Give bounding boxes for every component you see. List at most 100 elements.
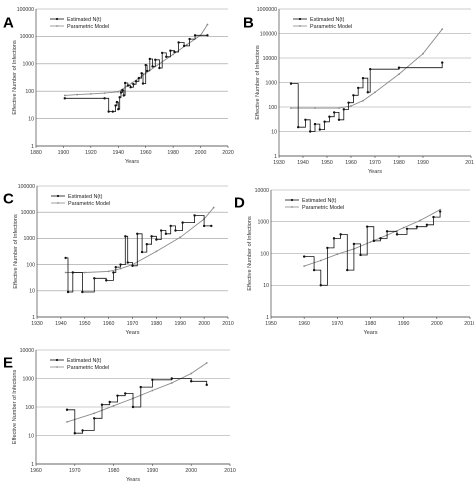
point-estimated-n-b: [309, 130, 312, 133]
point-estimated-n-e: [81, 429, 84, 432]
point-estimated-n-e: [151, 378, 154, 382]
x-tick-label-b: 1970: [369, 160, 381, 166]
y-axis-label-c: Effective Number of Infections: [13, 214, 19, 289]
x-tick-label-a: 1960: [140, 150, 152, 156]
legend-label-estimated-b: Estimated N(t): [310, 17, 345, 23]
point-estimated-n-c: [112, 271, 115, 274]
point-estimated-n-c: [81, 290, 84, 294]
point-estimated-n-b: [361, 76, 365, 80]
y-tick-label-d: 1: [266, 315, 269, 321]
point-estimated-n-c: [105, 279, 108, 282]
point-parametric-model-b: [350, 105, 352, 107]
x-tick-label-c: 1950: [79, 321, 91, 327]
y-tick-label-a: 10: [28, 116, 34, 122]
y-tick-label-c: 1000: [23, 236, 35, 242]
x-tick-label-e: 1980: [108, 468, 120, 474]
point-estimated-n-d: [415, 225, 419, 228]
x-tick-label-d: 1990: [398, 321, 410, 327]
point-estimated-n-b: [397, 66, 401, 69]
point-estimated-n-a: [111, 110, 115, 113]
point-estimated-n-d: [395, 233, 399, 236]
point-parametric-model-c: [107, 270, 110, 273]
legend-marker-parametric-a: [56, 25, 58, 27]
point-estimated-n-c: [140, 250, 144, 254]
point-estimated-n-e: [65, 408, 69, 411]
point-parametric-model-c: [119, 267, 122, 270]
point-parametric-model-b: [290, 107, 292, 110]
point-parametric-model-a: [185, 43, 188, 46]
point-estimated-n-a: [115, 100, 119, 104]
point-estimated-n-b: [313, 122, 317, 126]
point-estimated-n-a: [123, 81, 127, 85]
panel-c: C 1 10 100 1000 10000 100000 1930 1940 1950 1960 19…: [3, 184, 234, 336]
point-estimated-n-b: [441, 61, 444, 64]
x-tick-label-c: 2010: [222, 321, 234, 327]
legend-label-parametric-b: Parametric Model: [310, 24, 352, 30]
point-estimated-n-a: [144, 63, 147, 67]
point-estimated-n-a: [160, 51, 164, 55]
point-estimated-n-b: [357, 86, 360, 90]
point-parametric-model-c: [155, 250, 158, 253]
legend-marker-estimated-e: [55, 358, 59, 362]
point-estimated-n-a: [145, 69, 149, 73]
series-parametric-model-e: [66, 362, 207, 423]
point-estimated-n-c: [114, 265, 117, 269]
legend-marker-estimated-c: [56, 194, 60, 198]
point-estimated-n-c: [150, 235, 153, 238]
point-estimated-n-d: [332, 237, 336, 240]
series-estimated-n-b: [291, 62, 443, 132]
point-estimated-n-b: [369, 67, 372, 71]
y-tick-label-b: 1000000: [257, 7, 277, 13]
point-estimated-n-d: [379, 237, 382, 240]
point-estimated-n-d: [339, 233, 342, 236]
x-tick-label-d: 1950: [265, 321, 277, 327]
point-estimated-n-b: [289, 82, 293, 85]
point-parametric-model-e: [170, 382, 173, 384]
panel-letter-d: D: [234, 194, 245, 211]
point-estimated-n-a: [103, 97, 106, 100]
x-tick-label-c: 1970: [127, 321, 139, 327]
point-parametric-model-a: [103, 92, 106, 95]
point-estimated-n-b: [304, 118, 307, 122]
x-axis-label-d: Years: [363, 330, 377, 336]
point-estimated-n-a: [182, 44, 186, 48]
point-parametric-model-d: [303, 265, 306, 268]
panel-e: E 1 10 100 1000 10000 1960 1970 1980 1990 2000 2010…: [3, 348, 236, 483]
series-estimated-n-d: [304, 211, 441, 286]
point-parametric-model-e: [190, 372, 193, 375]
point-estimated-n-d: [425, 223, 429, 227]
point-parametric-model-d: [319, 259, 322, 262]
legend-label-estimated-c: Estimated N(t): [68, 194, 103, 200]
y-tick-label-e: 10000: [20, 348, 35, 354]
point-estimated-n-c: [164, 232, 168, 235]
y-tick-label-c: 10000: [21, 210, 36, 216]
panel-a: A 1 10 100 1000 10000 100000 1880 1900 1920 1940 19…: [3, 7, 234, 165]
x-tick-label-c: 1980: [151, 321, 163, 327]
point-estimated-n-e: [100, 403, 104, 406]
x-tick-label-b: 1950: [321, 160, 333, 166]
x-tick-label-a: 1940: [113, 150, 125, 156]
x-tick-label-a: 2000: [195, 150, 207, 156]
point-estimated-n-b: [342, 108, 345, 111]
series-estimated-n-e: [67, 378, 208, 434]
point-parametric-model-d: [336, 253, 339, 256]
panel-letter-e: E: [3, 354, 13, 371]
point-estimated-n-a: [154, 58, 157, 61]
point-estimated-n-b: [328, 115, 331, 118]
y-tick-label-e: 1: [31, 462, 34, 468]
point-estimated-n-a: [165, 55, 168, 59]
point-estimated-n-c: [71, 271, 75, 274]
legend-label-estimated-e: Estimated N(t): [67, 358, 102, 364]
point-estimated-n-d: [385, 230, 389, 233]
point-estimated-n-e: [124, 392, 127, 395]
point-parametric-model-a: [89, 92, 92, 95]
x-tick-label-c: 1930: [31, 321, 43, 327]
x-tick-label-a: 1920: [85, 150, 97, 156]
point-estimated-n-a: [126, 84, 130, 87]
point-estimated-n-a: [193, 34, 197, 37]
y-tick-label-a: 100000: [17, 7, 34, 13]
point-estimated-n-c: [145, 243, 149, 246]
point-estimated-n-e: [190, 380, 193, 383]
y-tick-label-c: 100000: [18, 184, 35, 190]
